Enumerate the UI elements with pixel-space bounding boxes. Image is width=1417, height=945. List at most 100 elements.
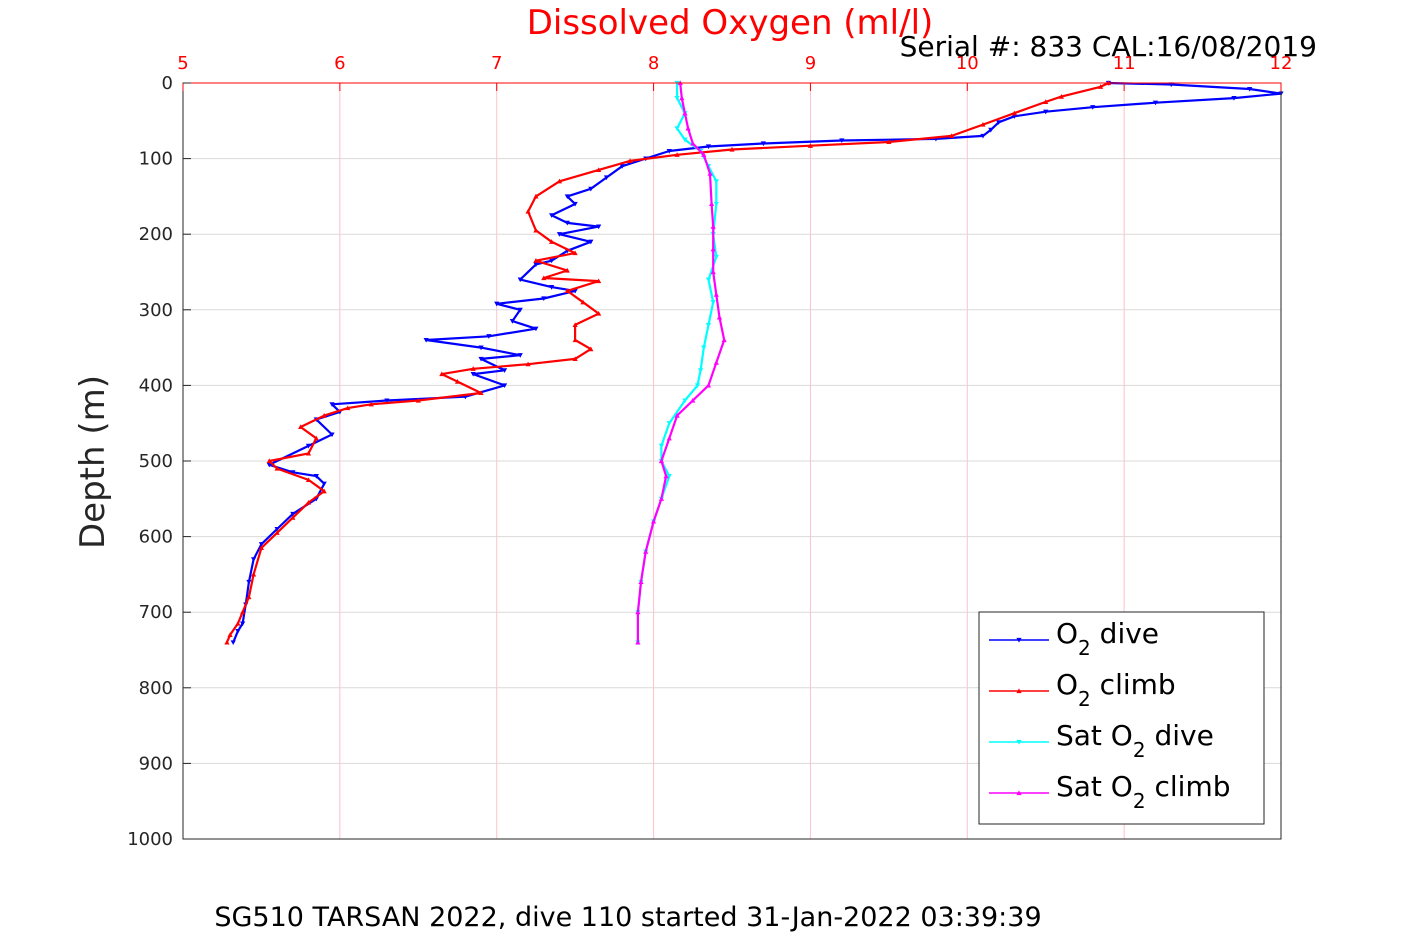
data-point xyxy=(710,300,716,305)
data-point xyxy=(701,345,707,351)
data-point xyxy=(760,141,766,147)
x-tick-label: 7 xyxy=(491,53,502,74)
data-point xyxy=(635,609,641,615)
data-point xyxy=(533,227,539,233)
data-point xyxy=(705,322,712,328)
x-tick-label: 6 xyxy=(334,53,345,74)
y-tick-label: 0 xyxy=(162,73,173,94)
data-point xyxy=(619,164,625,169)
data-point xyxy=(682,398,688,404)
data-point xyxy=(384,398,390,404)
data-point xyxy=(274,530,280,535)
data-point xyxy=(533,262,539,268)
legend-label-main: O xyxy=(1056,617,1078,650)
data-point xyxy=(321,413,327,418)
data-point xyxy=(674,126,680,131)
data-point xyxy=(478,390,484,396)
legend-label-main: O xyxy=(1056,668,1078,701)
data-point xyxy=(988,127,994,133)
y-tick-label: 100 xyxy=(139,149,173,170)
y-ticks: 0 100 200 300 400 500 600 700 800 900 1000 xyxy=(127,73,191,850)
data-point xyxy=(638,579,644,585)
data-point xyxy=(580,299,586,305)
y-tick-label: 800 xyxy=(139,678,173,699)
data-point xyxy=(235,620,241,626)
data-point xyxy=(596,310,602,316)
data-point xyxy=(701,152,707,157)
data-point xyxy=(556,232,563,237)
data-point xyxy=(439,371,445,377)
series-line xyxy=(636,82,726,643)
data-point xyxy=(698,368,704,373)
data-point xyxy=(807,143,814,148)
data-point xyxy=(240,609,246,615)
data-point xyxy=(415,397,421,403)
series-1 xyxy=(224,80,1112,645)
data-point xyxy=(290,511,296,517)
data-point xyxy=(549,239,555,244)
x-tick-label: 8 xyxy=(648,53,659,74)
x-tick-label: 10 xyxy=(956,53,979,74)
data-point xyxy=(685,125,691,131)
data-point xyxy=(321,488,327,494)
data-point xyxy=(525,361,531,367)
legend-label-main: Sat O xyxy=(1056,719,1133,752)
x-tick-label: 11 xyxy=(1113,53,1136,74)
data-point xyxy=(588,346,594,352)
data-point xyxy=(949,133,955,138)
x-axis-label: Dissolved Oxygen (ml/l) xyxy=(527,3,934,43)
data-point xyxy=(716,314,723,320)
data-point xyxy=(274,465,280,471)
data-point xyxy=(423,337,429,343)
data-point xyxy=(643,549,649,554)
data-point xyxy=(274,526,280,532)
data-point xyxy=(627,158,633,163)
x-tick-label: 12 xyxy=(1270,53,1293,74)
data-point xyxy=(321,481,327,487)
data-point xyxy=(541,275,547,281)
data-point xyxy=(564,194,570,199)
legend-label-subscript: 2 xyxy=(1133,789,1146,813)
data-point xyxy=(710,224,716,229)
legend-box xyxy=(978,611,1265,825)
series-line xyxy=(225,82,1109,643)
y-tick-label: 600 xyxy=(139,527,173,548)
legend-label: Sat O2 climb xyxy=(1056,770,1231,813)
y-axis-label: Depth (m) xyxy=(73,375,113,549)
data-point xyxy=(517,353,523,358)
data-point xyxy=(839,138,845,144)
data-point xyxy=(707,171,713,176)
y-tick-label: 1000 xyxy=(127,829,173,850)
data-point xyxy=(549,258,555,264)
data-point xyxy=(996,120,1002,125)
data-point xyxy=(690,397,696,403)
data-point xyxy=(713,179,719,184)
data-point xyxy=(682,110,688,116)
data-point xyxy=(666,421,672,426)
legend-item-3: Sat O2 climb xyxy=(989,770,1231,813)
data-point xyxy=(470,371,476,377)
data-point xyxy=(486,334,492,339)
data-point xyxy=(230,640,236,646)
series-3 xyxy=(635,80,727,645)
data-point xyxy=(572,201,578,207)
data-point xyxy=(658,458,665,464)
data-point xyxy=(368,401,374,407)
data-point xyxy=(650,518,657,524)
data-point xyxy=(517,277,523,283)
data-point xyxy=(886,139,892,145)
data-point xyxy=(305,499,312,505)
data-point xyxy=(709,201,715,207)
data-point xyxy=(572,337,578,343)
serial-label: Serial #: 833 CAL:16/08/2019 xyxy=(900,30,1317,63)
legend-marker xyxy=(1016,637,1022,643)
legend-label-main: Sat O xyxy=(1056,770,1133,803)
series-0 xyxy=(230,80,1284,646)
legend-label-rest: climb xyxy=(1091,668,1176,701)
x-tick-label: 5 xyxy=(177,53,188,74)
data-point xyxy=(240,621,246,627)
data-point xyxy=(596,224,602,230)
data-point xyxy=(478,356,484,362)
